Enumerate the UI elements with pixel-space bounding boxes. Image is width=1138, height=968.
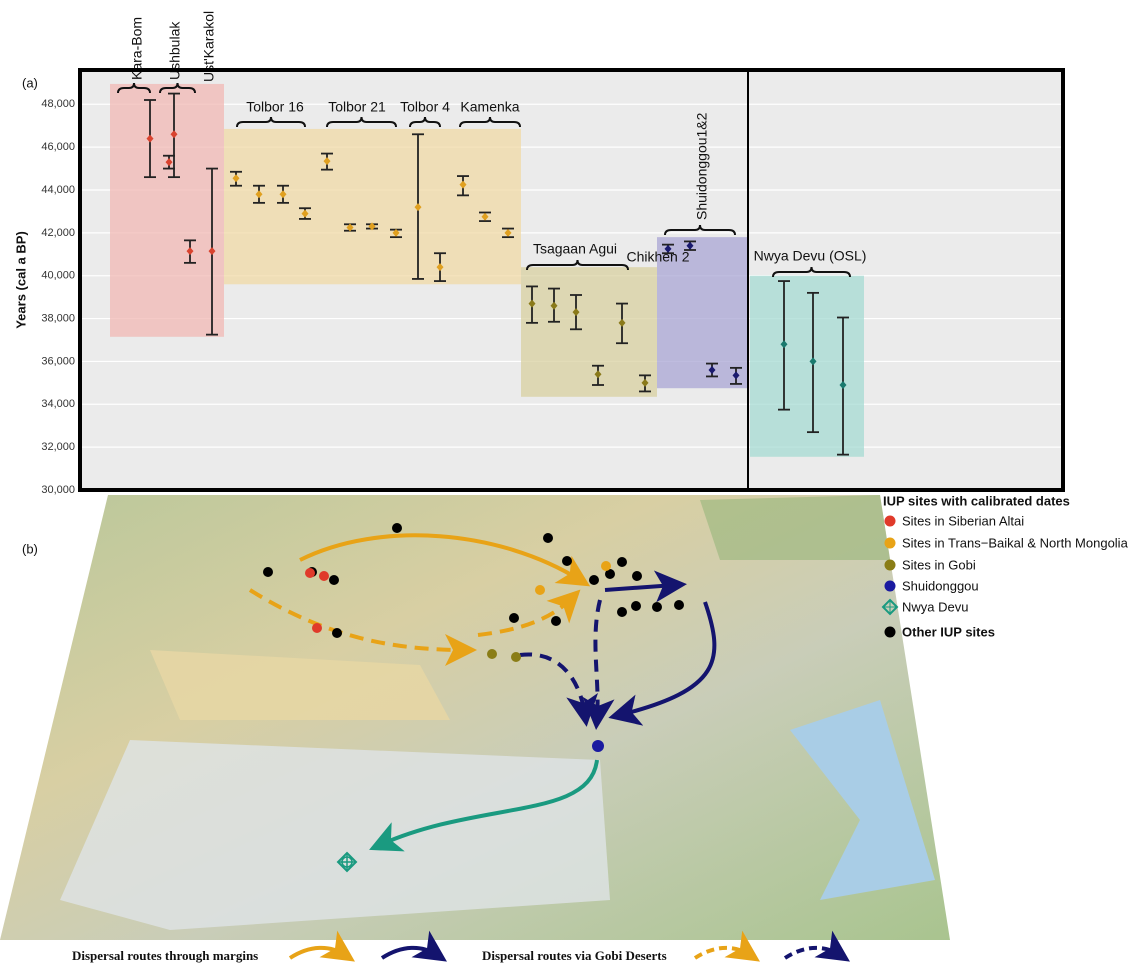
panel-label: (a) [22, 75, 38, 90]
y-tick-label: 46,000 [41, 141, 75, 153]
group-label: Nwya Devu (OSL) [754, 248, 867, 264]
legend-marker [885, 627, 896, 638]
chart [80, 70, 1063, 490]
y-tick-label: 40,000 [41, 270, 75, 282]
y-tick-label: 38,000 [41, 312, 75, 324]
legend-label: Sites in Gobi [902, 557, 976, 572]
group-label: Tsagaan Agui [533, 241, 617, 257]
route-legend-line [785, 948, 840, 958]
legend-label: Nwya Devu [902, 599, 968, 614]
legend: IUP sites with calibrated dates Sites in… [883, 493, 1129, 639]
group-label: Shuidonggou1&2 [694, 112, 710, 220]
legend-label: Sites in Trans−Baikal & North Mongolia [902, 535, 1129, 550]
group-label: Tolbor 21 [328, 99, 386, 115]
group-band [750, 276, 864, 457]
group-band [110, 84, 224, 337]
route-legend-label: Dispersal routes via Gobi Deserts [482, 948, 667, 963]
legend-label: Other IUP sites [902, 624, 995, 639]
group-label: Kamenka [460, 99, 519, 115]
forest [700, 495, 890, 560]
map [0, 495, 950, 940]
route-legend-line [382, 948, 437, 958]
route-legend-label: Dispersal routes through margins [72, 948, 258, 963]
y-tick-label: 32,000 [41, 441, 75, 453]
plateau [60, 740, 610, 930]
y-tick-label: 34,000 [41, 398, 75, 410]
y-tick-label: 42,000 [41, 227, 75, 239]
group-label: Chikhen 2 [626, 249, 689, 265]
group-band [224, 129, 521, 284]
group-label: Tolbor 16 [246, 99, 304, 115]
legend-marker [885, 538, 896, 549]
legend-label: Shuidonggou [902, 578, 979, 593]
group-label: Tolbor 4 [400, 99, 450, 115]
y-tick-label: 48,000 [41, 98, 75, 110]
route-legend-line [695, 948, 750, 958]
route-legend-line [290, 948, 345, 958]
legend-label: Sites in Siberian Altai [902, 513, 1024, 528]
legend-marker [885, 581, 896, 592]
figure: (a) Years (cal a BP) (b) [0, 0, 1138, 968]
y-tick-label: 36,000 [41, 355, 75, 367]
legend-marker [885, 560, 896, 571]
y-axis-title: Years (cal a BP) [13, 231, 28, 329]
legend-marker [885, 516, 896, 527]
y-tick-label: 30,000 [41, 484, 75, 496]
legend-title: IUP sites with calibrated dates [883, 493, 1070, 508]
panel-label: (b) [22, 541, 38, 556]
y-tick-label: 44,000 [41, 184, 75, 196]
group-band [521, 267, 657, 397]
